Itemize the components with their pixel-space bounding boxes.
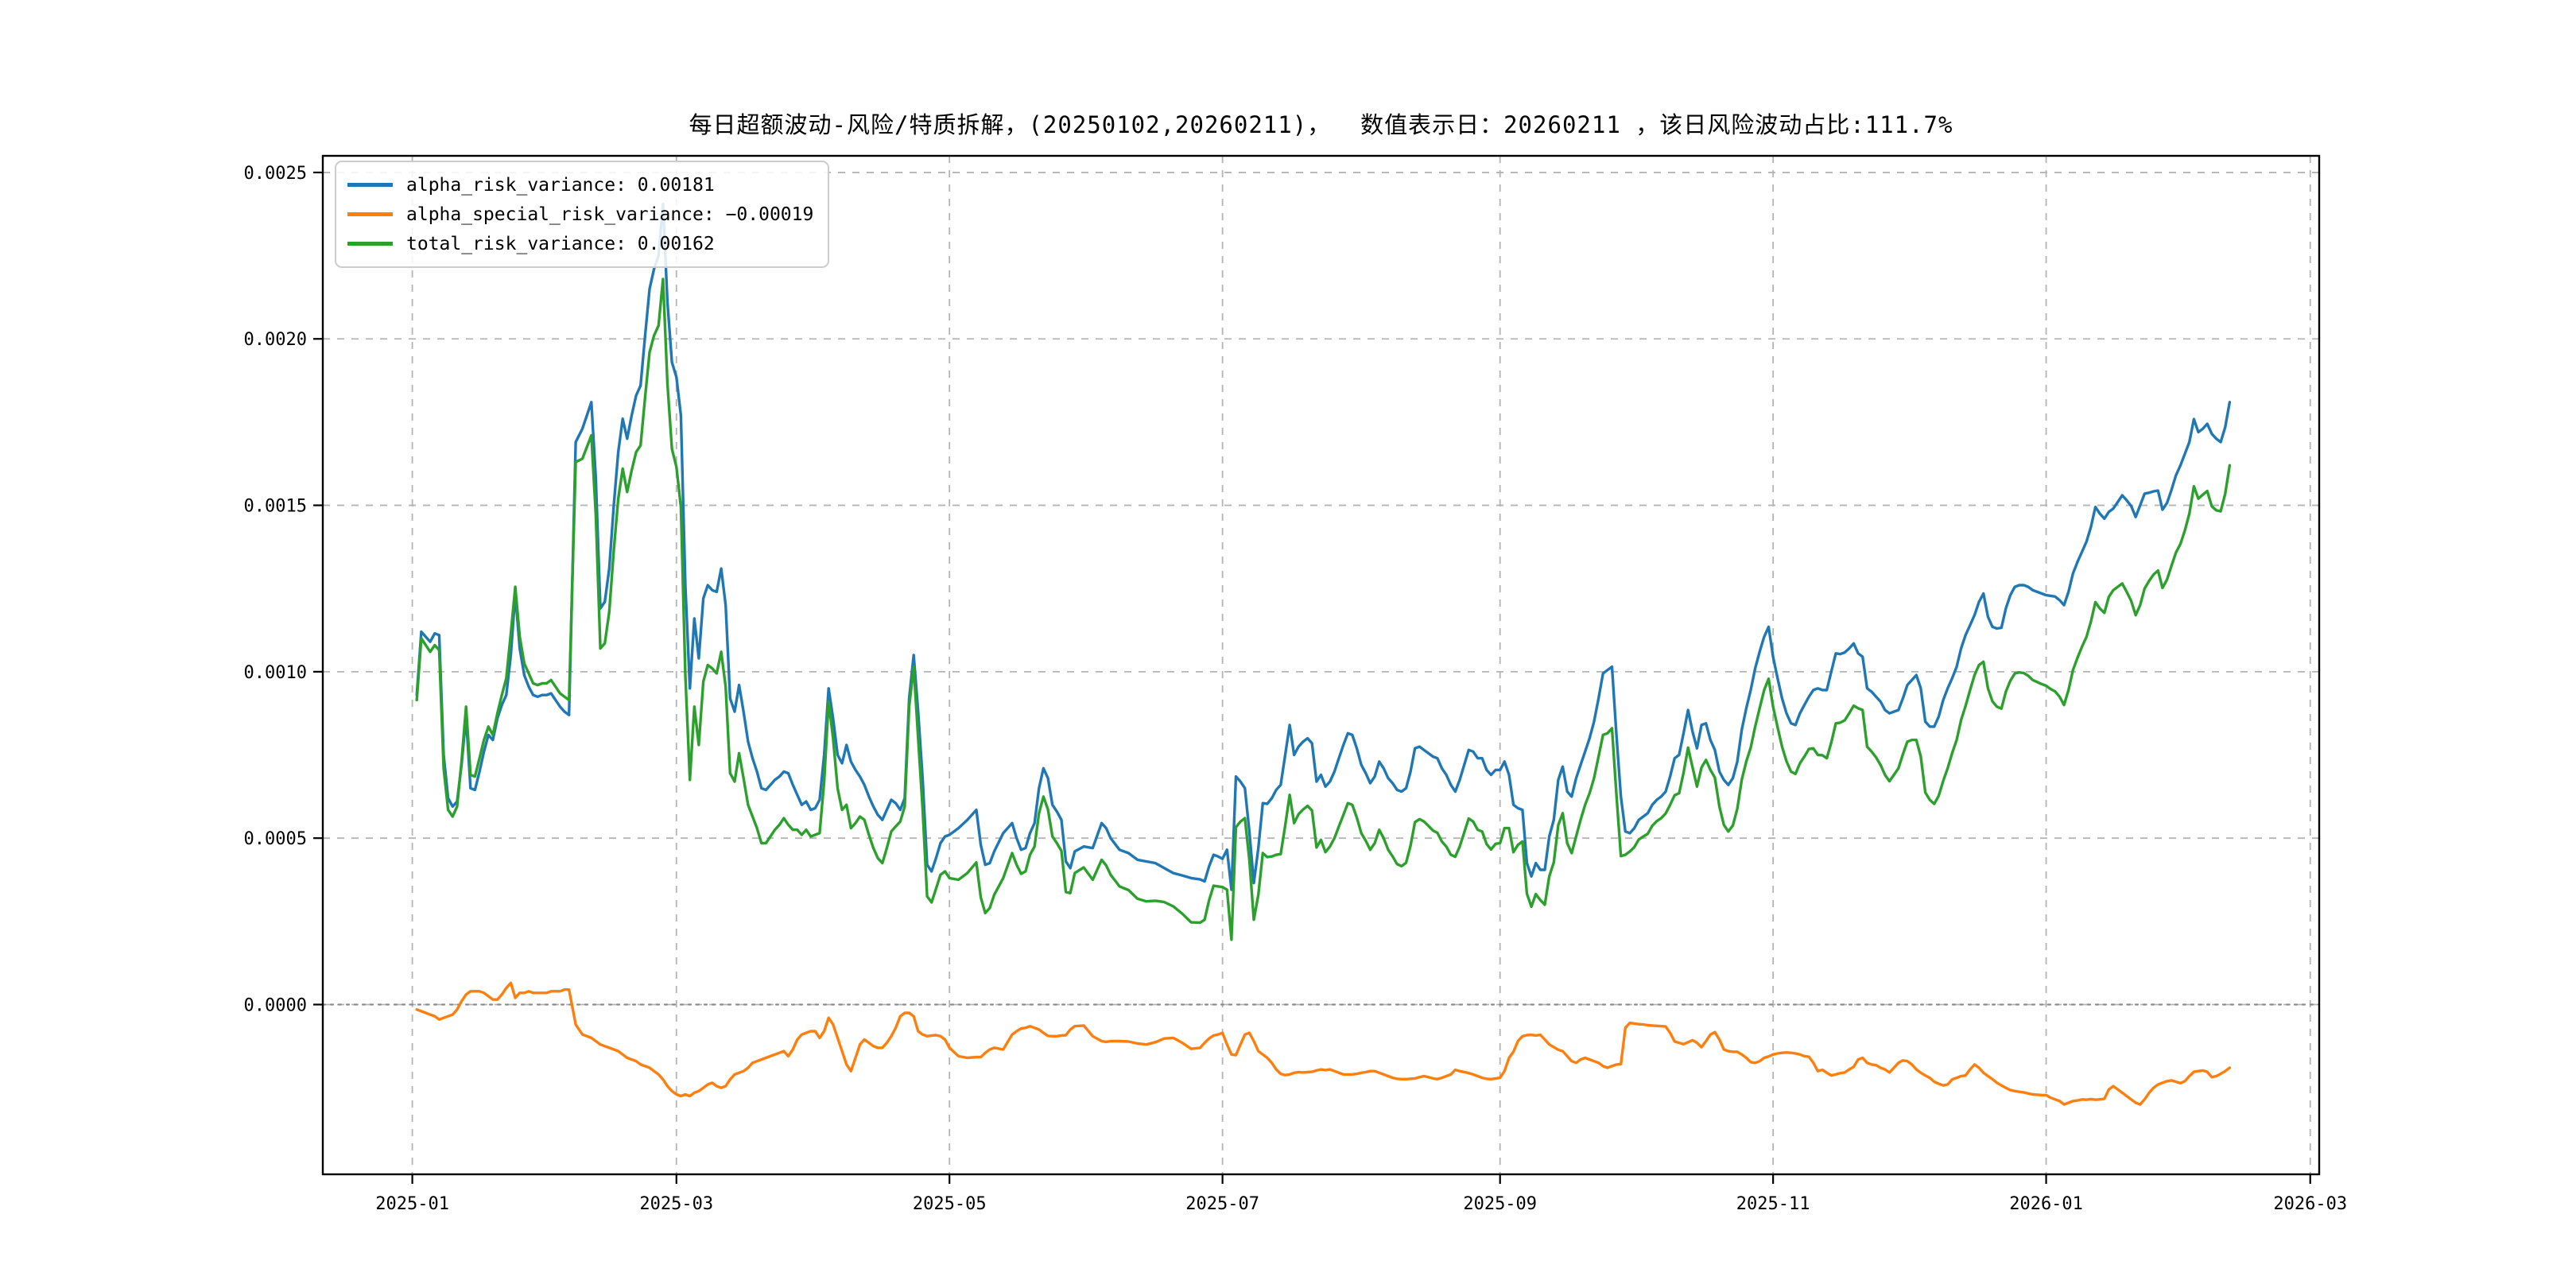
legend-label-alpha_special_risk_variance: alpha_special_risk_variance: −0.00019 — [406, 204, 814, 225]
series-line-alpha_risk_variance — [415, 203, 2232, 891]
legend-label-total_risk_variance: total_risk_variance: 0.00162 — [406, 233, 715, 254]
legend: alpha_risk_variance: 0.00181 alpha_specia… — [335, 161, 830, 268]
x-tick-label: 2025-03 — [639, 1194, 713, 1214]
x-tick-label: 2026-01 — [2009, 1194, 2083, 1214]
legend-item-alpha_risk_variance: alpha_risk_variance: 0.00181 — [347, 170, 813, 200]
x-tick-label: 2025-09 — [1463, 1194, 1537, 1214]
x-tick-label: 2025-05 — [913, 1194, 987, 1214]
legend-item-alpha_special_risk_variance: alpha_special_risk_variance: −0.00019 — [347, 200, 813, 229]
legend-swatch-total_risk_variance — [347, 242, 393, 246]
series-line-alpha_special_risk_variance — [415, 981, 2232, 1106]
legend-label-alpha_risk_variance: alpha_risk_variance: 0.00181 — [406, 174, 715, 196]
legend-item-total_risk_variance: total_risk_variance: 0.00162 — [347, 229, 813, 258]
chart-title: 每日超额波动-风险/特质拆解，(20250102,20260211)， 数值表示… — [689, 111, 1953, 138]
x-tick-label: 2025-07 — [1185, 1194, 1259, 1214]
series-line-total_risk_variance — [415, 277, 2232, 941]
x-tick-label: 2026-03 — [2273, 1194, 2347, 1214]
y-tick-label: 0.0000 — [244, 996, 307, 1016]
y-tick-label: 0.0005 — [244, 829, 307, 849]
x-tick-label: 2025-01 — [375, 1194, 449, 1214]
legend-swatch-alpha_special_risk_variance — [347, 212, 393, 216]
y-tick-label: 0.0025 — [244, 164, 307, 184]
legend-swatch-alpha_risk_variance — [347, 183, 393, 187]
axes-spines — [321, 154, 2321, 1176]
y-tick-label: 0.0010 — [244, 663, 307, 683]
y-tick-label: 0.0015 — [244, 497, 307, 517]
x-tick-label: 2025-11 — [1736, 1194, 1810, 1214]
y-tick-label: 0.0020 — [244, 330, 307, 350]
